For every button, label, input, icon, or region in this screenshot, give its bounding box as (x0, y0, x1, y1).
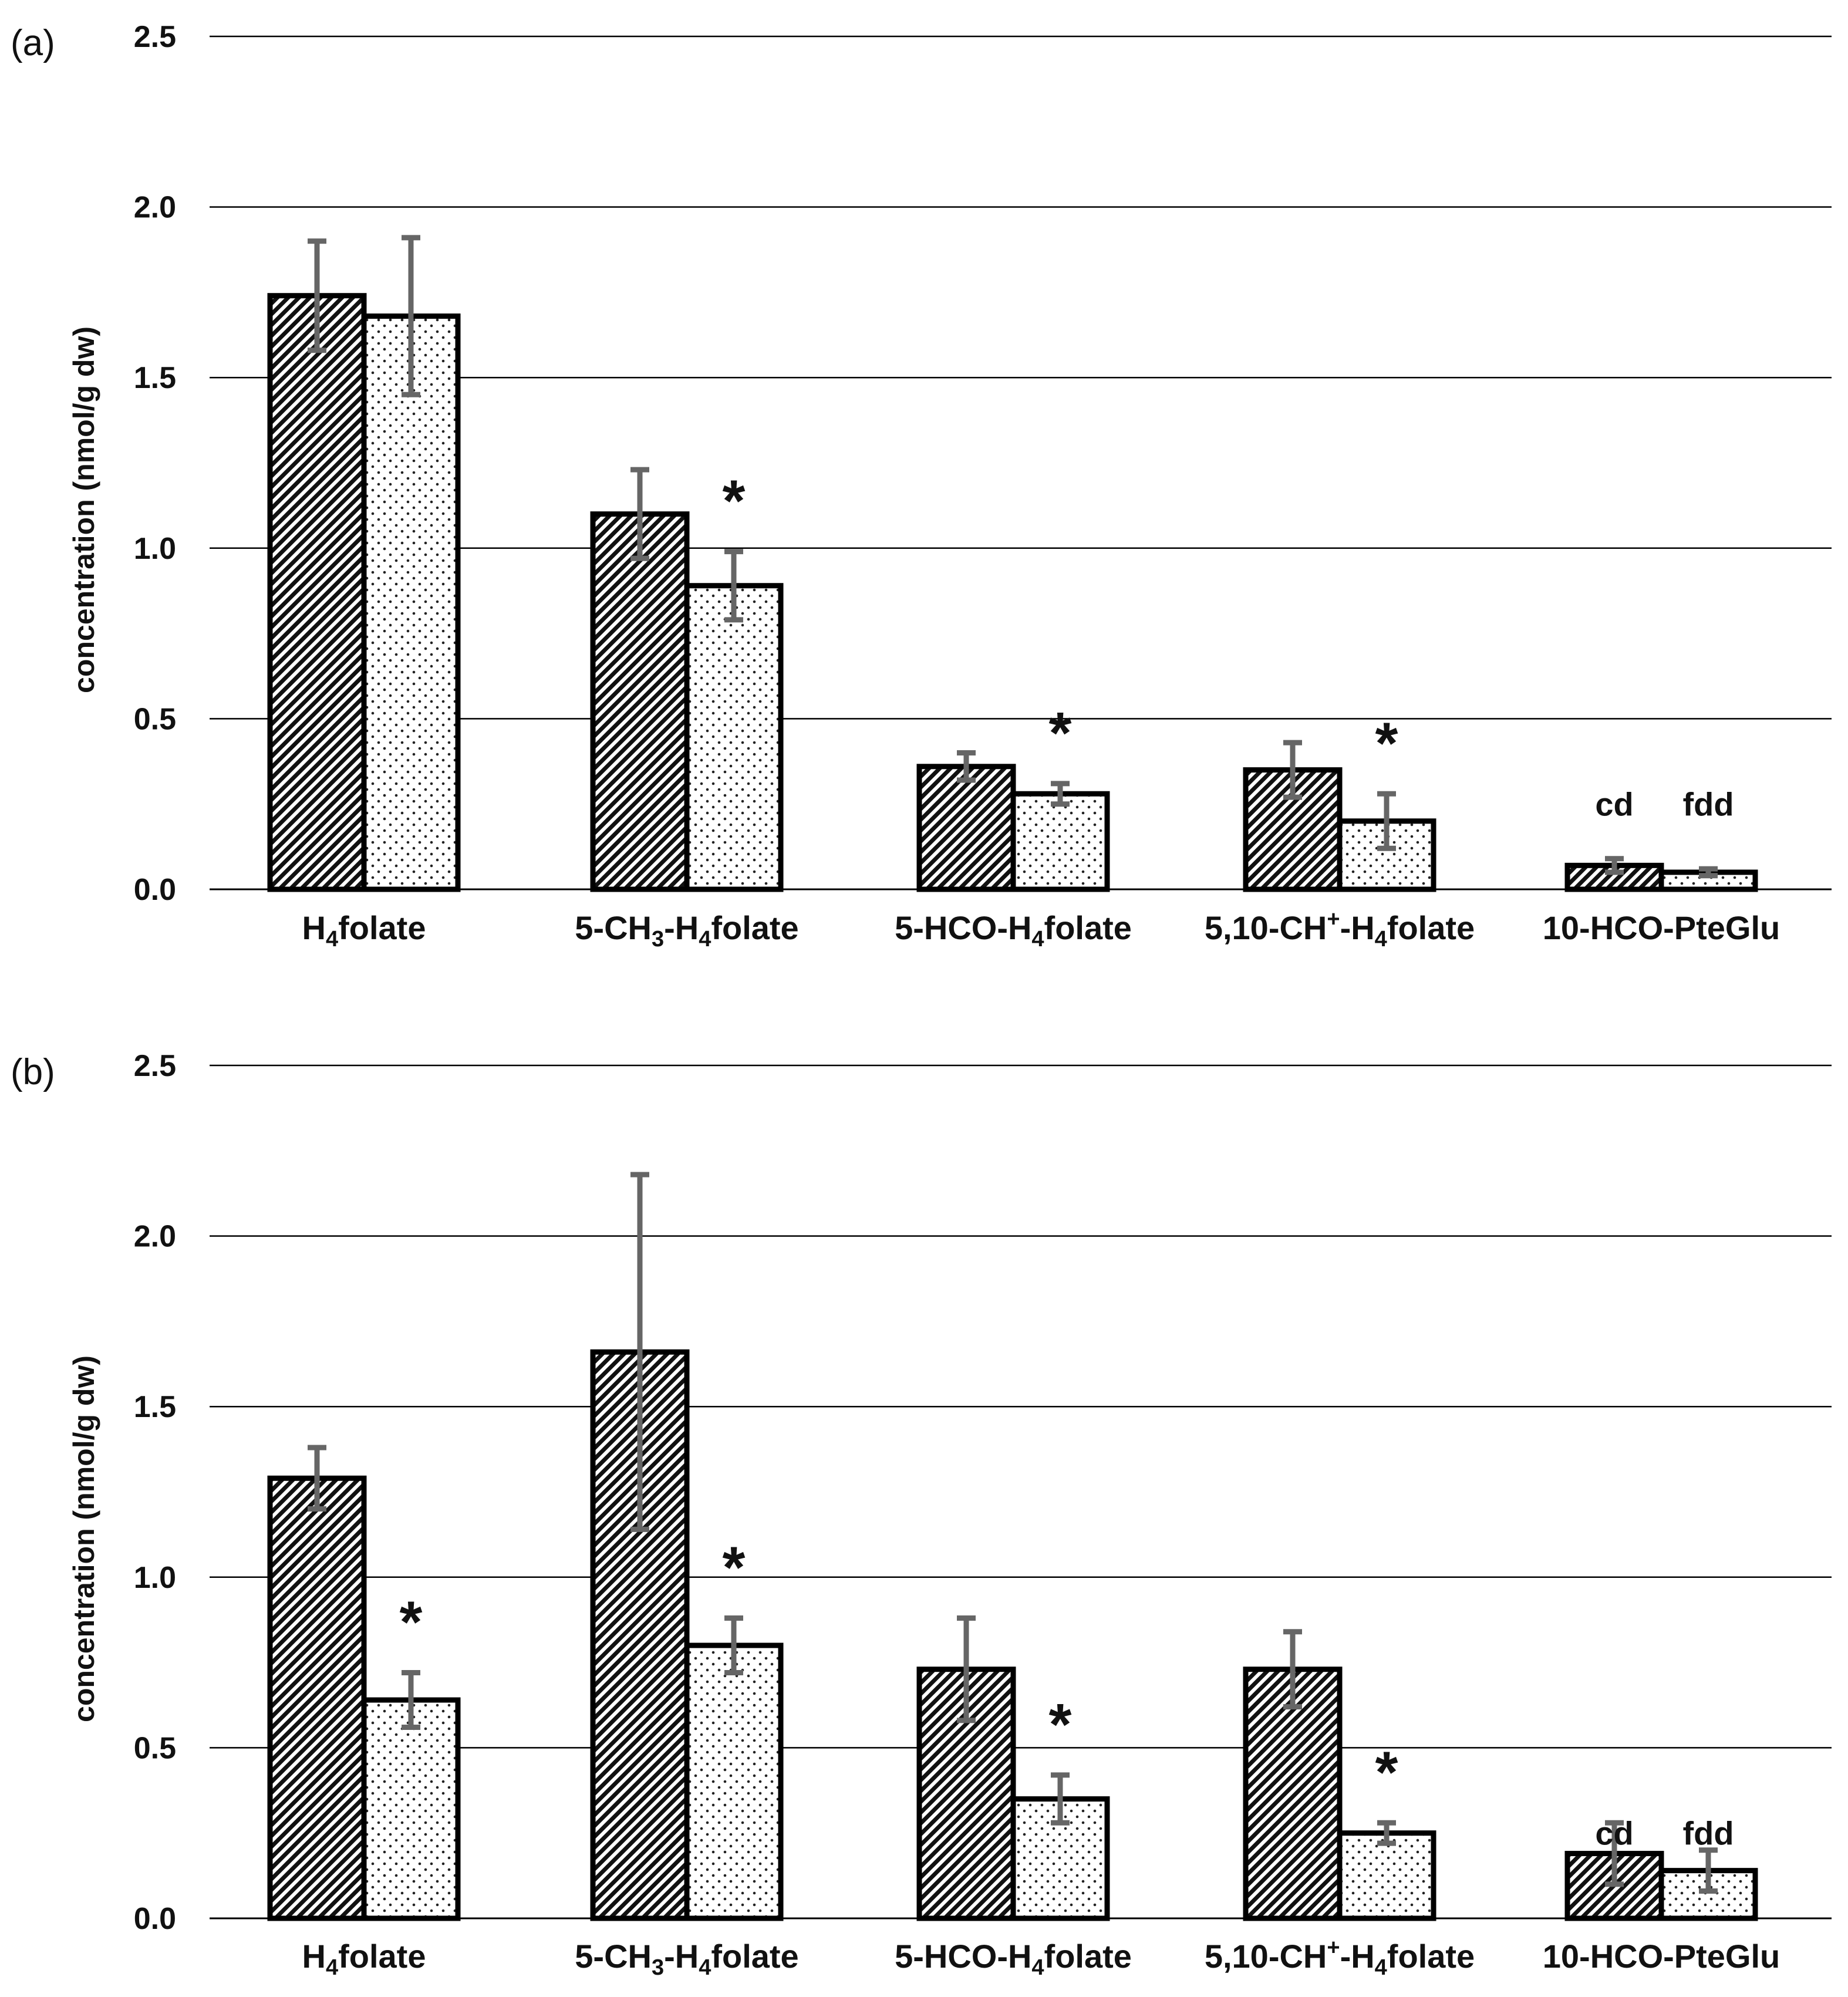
x-category-label-part: 4 (1031, 1955, 1044, 1980)
x-category-label-part: -H (664, 909, 699, 946)
bar (361, 313, 461, 892)
bar (684, 583, 784, 892)
x-category-label-part: 10-HCO-PteGlu (1543, 1938, 1780, 1975)
group-letter-annotation: fdd (1682, 786, 1734, 823)
x-category-label-part: 5-CH (575, 909, 652, 946)
y-tick-label: 0.5 (134, 702, 176, 736)
bar (916, 764, 1016, 892)
y-tick-label: 1.5 (134, 361, 176, 395)
x-category-label: 5-HCO-H4folate (895, 909, 1132, 952)
x-category-label-part: 4 (1375, 927, 1387, 952)
x-category-label-part: 5,10-CH (1205, 909, 1327, 946)
x-category-label-part: 4 (326, 1955, 338, 1980)
significance-asterisk: * (1049, 700, 1072, 766)
x-category-label-part: 5,10-CH (1205, 1938, 1327, 1975)
x-category-label-part: folate (711, 909, 798, 946)
x-category-label-part: + (1327, 1935, 1340, 1960)
significance-asterisk: * (1375, 710, 1398, 776)
x-category-label-part: + (1327, 907, 1340, 932)
x-category-label-part: -H (664, 1938, 699, 1975)
x-category-label: 5-CH3-H4folate (575, 1938, 798, 1980)
y-tick-label: 1.5 (134, 1390, 176, 1424)
x-category-label-part: folate (1044, 1938, 1132, 1975)
y-tick-label: 0.5 (134, 1731, 176, 1765)
significance-asterisk: * (400, 1590, 423, 1655)
x-category-label-part: -H (1340, 909, 1375, 946)
x-category-label: H4folate (302, 909, 426, 952)
x-category-label-part: -H (1340, 1938, 1375, 1975)
x-category-label: 10-HCO-PteGlu (1543, 909, 1780, 946)
x-category-label-part: folate (711, 1938, 798, 1975)
x-category-label-part: 5-CH (575, 1938, 652, 1975)
x-category-label-part: H (302, 1938, 326, 1975)
x-category-label-part: folate (1044, 909, 1132, 946)
group-letter-annotation: cd (1595, 1815, 1633, 1852)
bar (267, 293, 367, 892)
y-axis-title: concentration (nmol/g dw) (68, 1355, 100, 1722)
x-category-label-part: 4 (1031, 927, 1044, 952)
x-category-label-part: 3 (652, 1955, 664, 1980)
y-tick-label: 1.0 (134, 1561, 176, 1595)
y-tick-label: 0.0 (134, 873, 176, 907)
bar (1010, 791, 1110, 892)
y-tick-label: 2.0 (134, 1220, 176, 1254)
group-letter-annotation: fdd (1682, 1815, 1734, 1852)
y-tick-label: 1.0 (134, 532, 176, 566)
bar (267, 1475, 367, 1921)
x-category-label: 5,10-CH+-H4folate (1205, 907, 1475, 952)
x-category-label-part: folate (338, 1938, 426, 1975)
bar (361, 1697, 461, 1921)
x-category-label: 5,10-CH+-H4folate (1205, 1935, 1475, 1980)
y-tick-label: 2.0 (134, 191, 176, 225)
x-category-label-part: 4 (326, 927, 338, 952)
bar (1243, 1667, 1343, 1921)
y-tick-label: 0.0 (134, 1902, 176, 1936)
panel-a: (a) concentration (nmol/g dw) 0.0 0.5 1.0 1.5… (11, 20, 1832, 952)
bar (684, 1642, 784, 1921)
x-category-label-part: 5-HCO-H (895, 1938, 1031, 1975)
x-category-label: 5-CH3-H4folate (575, 909, 798, 952)
y-tick-label: 2.5 (134, 1049, 176, 1083)
panel-label: (a) (11, 23, 55, 63)
y-tick-label: 2.5 (134, 20, 176, 54)
group-letter-annotation: cd (1595, 786, 1633, 823)
significance-asterisk: * (723, 468, 746, 534)
significance-asterisk: * (1375, 1739, 1398, 1805)
x-category-label-part: 10-HCO-PteGlu (1543, 909, 1780, 946)
x-category-label-part: 3 (652, 927, 664, 952)
x-category-label: 10-HCO-PteGlu (1543, 1938, 1780, 1975)
x-category-label: H4folate (302, 1938, 426, 1980)
x-category-label-part: H (302, 909, 326, 946)
x-category-label-part: folate (1387, 909, 1475, 946)
bar (590, 511, 690, 892)
x-category-label: 5-HCO-H4folate (895, 1938, 1132, 1980)
x-category-label-part: 4 (1375, 1955, 1387, 1980)
y-axis-title: concentration (nmol/g dw) (68, 326, 100, 693)
x-category-label-part: 4 (699, 1955, 711, 1980)
significance-asterisk: * (723, 1535, 746, 1601)
x-category-label-part: 5-HCO-H (895, 909, 1031, 946)
panel-b: (b) concentration (nmol/g dw) 0.0 0.5 1.0 1.5… (11, 1049, 1832, 1980)
x-category-label-part: 4 (699, 927, 711, 952)
significance-asterisk: * (1049, 1692, 1072, 1758)
panel-label: (b) (11, 1052, 55, 1092)
x-category-label-part: folate (1387, 1938, 1475, 1975)
x-category-label-part: folate (338, 909, 426, 946)
